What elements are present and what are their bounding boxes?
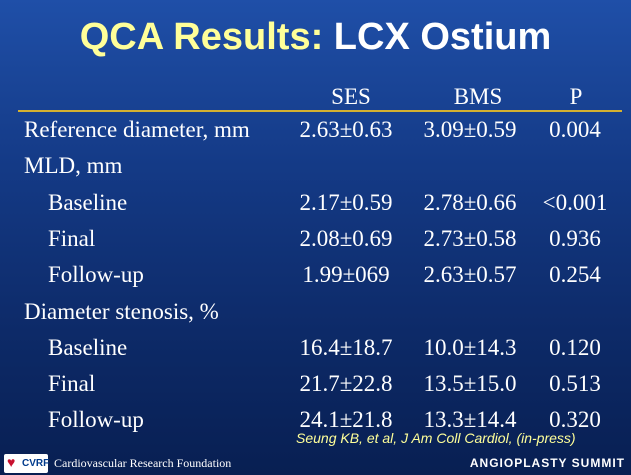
cell-ses: 21.7±22.8 (299, 371, 393, 396)
footer-bar: ♥ CVRF Cardiovascular Research Foundatio… (0, 452, 631, 475)
row-label: Baseline (48, 190, 128, 215)
cell-p: 0.513 (549, 371, 601, 396)
footer-summit: ANGIOPLASTY SUMMIT (469, 456, 625, 470)
column-header-bms: BMS (453, 84, 503, 109)
cell-ses: 16.4±18.7 (299, 335, 393, 360)
row-label: Follow-up (48, 407, 144, 432)
cell-bms: 3.09±0.59 (423, 117, 517, 142)
column-header-p: P (569, 84, 583, 109)
cell-bms: 2.63±0.57 (423, 262, 517, 287)
row-label: Final (48, 226, 96, 251)
row-label: Final (48, 371, 96, 396)
citation: Seung KB, et al, J Am Coll Cardiol, (in-… (296, 430, 576, 446)
cell-bms: 13.3±14.4 (423, 407, 517, 432)
header-divider (18, 110, 622, 112)
cell-ses: 2.08±0.69 (299, 226, 393, 251)
cell-p: 0.254 (549, 262, 601, 287)
cell-ses: 1.99±069 (302, 262, 390, 287)
cell-ses: 24.1±21.8 (299, 407, 393, 432)
cell-p: 0.936 (549, 226, 601, 251)
cell-bms: 10.0±14.3 (423, 335, 517, 360)
row-label: Baseline (48, 335, 128, 360)
title-part-1: QCA Results: (79, 16, 324, 58)
cell-p: 0.320 (549, 407, 601, 432)
cell-bms: 2.73±0.58 (423, 226, 517, 251)
cell-p: 0.120 (549, 335, 601, 360)
logo-text: CVRF (22, 458, 50, 469)
title-part-2: LCX Ostium (333, 16, 552, 58)
row-label: Follow-up (48, 262, 144, 287)
slide-title: QCA Results: LCX Ostium (0, 14, 631, 60)
cell-p: 0.004 (549, 117, 601, 142)
cvrf-logo: ♥ CVRF (4, 454, 50, 473)
row-label: Diameter stenosis, % (24, 299, 219, 324)
cell-bms: 13.5±15.0 (423, 371, 517, 396)
heart-icon: ♥ (7, 456, 16, 471)
cell-p: <0.001 (542, 190, 608, 215)
column-header-ses: SES (331, 84, 371, 109)
row-label: MLD, mm (24, 153, 123, 178)
cell-ses: 2.63±0.63 (299, 117, 393, 142)
row-label: Reference diameter, mm (24, 117, 250, 142)
footer-organization: Cardiovascular Research Foundation (54, 456, 232, 470)
cell-bms: 2.78±0.66 (423, 190, 517, 215)
cell-ses: 2.17±0.59 (299, 190, 393, 215)
